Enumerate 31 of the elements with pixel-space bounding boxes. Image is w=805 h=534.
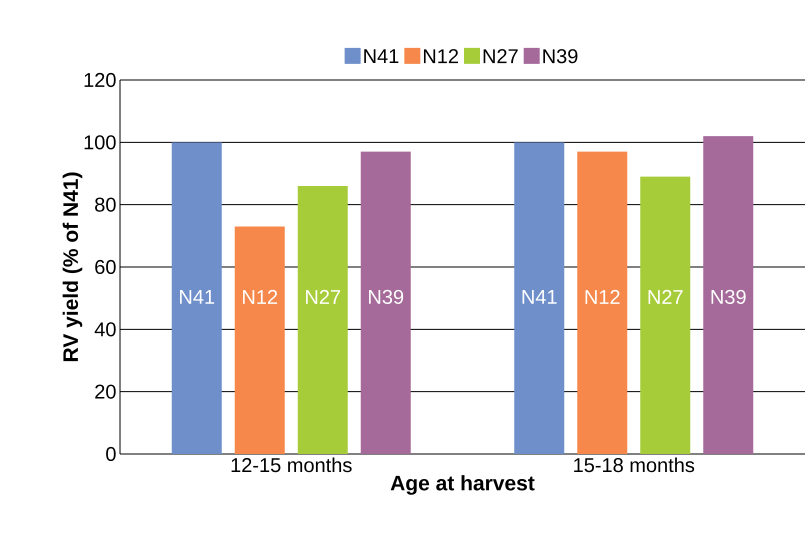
legend-label: N27 (484, 49, 518, 64)
data-label: N41 (180, 290, 214, 304)
x-tick-label: 12-15 months (232, 458, 352, 472)
y-tick-label: 120 (84, 72, 116, 88)
bar (234, 226, 285, 454)
bar (577, 152, 628, 454)
data-label: N12 (243, 290, 278, 304)
y-tick-label: 80 (95, 198, 116, 212)
data-label: N41 (522, 290, 557, 304)
bar (172, 142, 222, 454)
legend-label: N12 (424, 49, 458, 64)
x-tick-label: 15-18 months (574, 458, 694, 472)
data-label: N12 (586, 290, 620, 304)
y-tick-label: 100 (84, 135, 116, 150)
legend-label: N41 (364, 49, 398, 63)
x-axis-title: Age at harvest (390, 475, 535, 495)
bar (514, 142, 564, 454)
y-axis-title: RV yield (% of N41) (62, 172, 82, 362)
bar (640, 176, 690, 454)
y-tick-label: 60 (95, 260, 116, 274)
data-label: N27 (648, 290, 683, 304)
legend-label: N39 (543, 49, 578, 64)
y-tick-label: 20 (95, 384, 116, 399)
y-tick-label: 0 (106, 446, 116, 462)
y-tick-label: 40 (94, 322, 116, 336)
data-label: N39 (712, 290, 746, 304)
bar (703, 136, 754, 454)
bar (298, 186, 348, 454)
data-label: N39 (369, 290, 404, 304)
bar (360, 152, 411, 454)
data-label: N27 (306, 290, 340, 304)
